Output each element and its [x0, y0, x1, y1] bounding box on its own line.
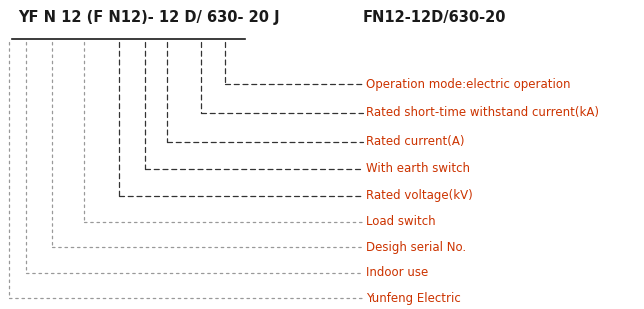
Text: Rated short-time withstand current(kA): Rated short-time withstand current(kA): [366, 106, 599, 119]
Text: YF N 12 (F N12)- 12 D/ 630- 20 J: YF N 12 (F N12)- 12 D/ 630- 20 J: [18, 11, 279, 25]
Text: FN12-12D/630-20: FN12-12D/630-20: [363, 11, 506, 25]
Text: Rated current(A): Rated current(A): [366, 135, 464, 148]
Text: Indoor use: Indoor use: [366, 266, 428, 279]
Text: Load switch: Load switch: [366, 215, 435, 228]
Text: Yunfeng Electric: Yunfeng Electric: [366, 292, 460, 305]
Text: Rated voltage(kV): Rated voltage(kV): [366, 189, 473, 202]
Text: Operation mode:electric operation: Operation mode:electric operation: [366, 78, 571, 91]
Text: Desigh serial No.: Desigh serial No.: [366, 241, 466, 254]
Text: With earth switch: With earth switch: [366, 162, 470, 175]
